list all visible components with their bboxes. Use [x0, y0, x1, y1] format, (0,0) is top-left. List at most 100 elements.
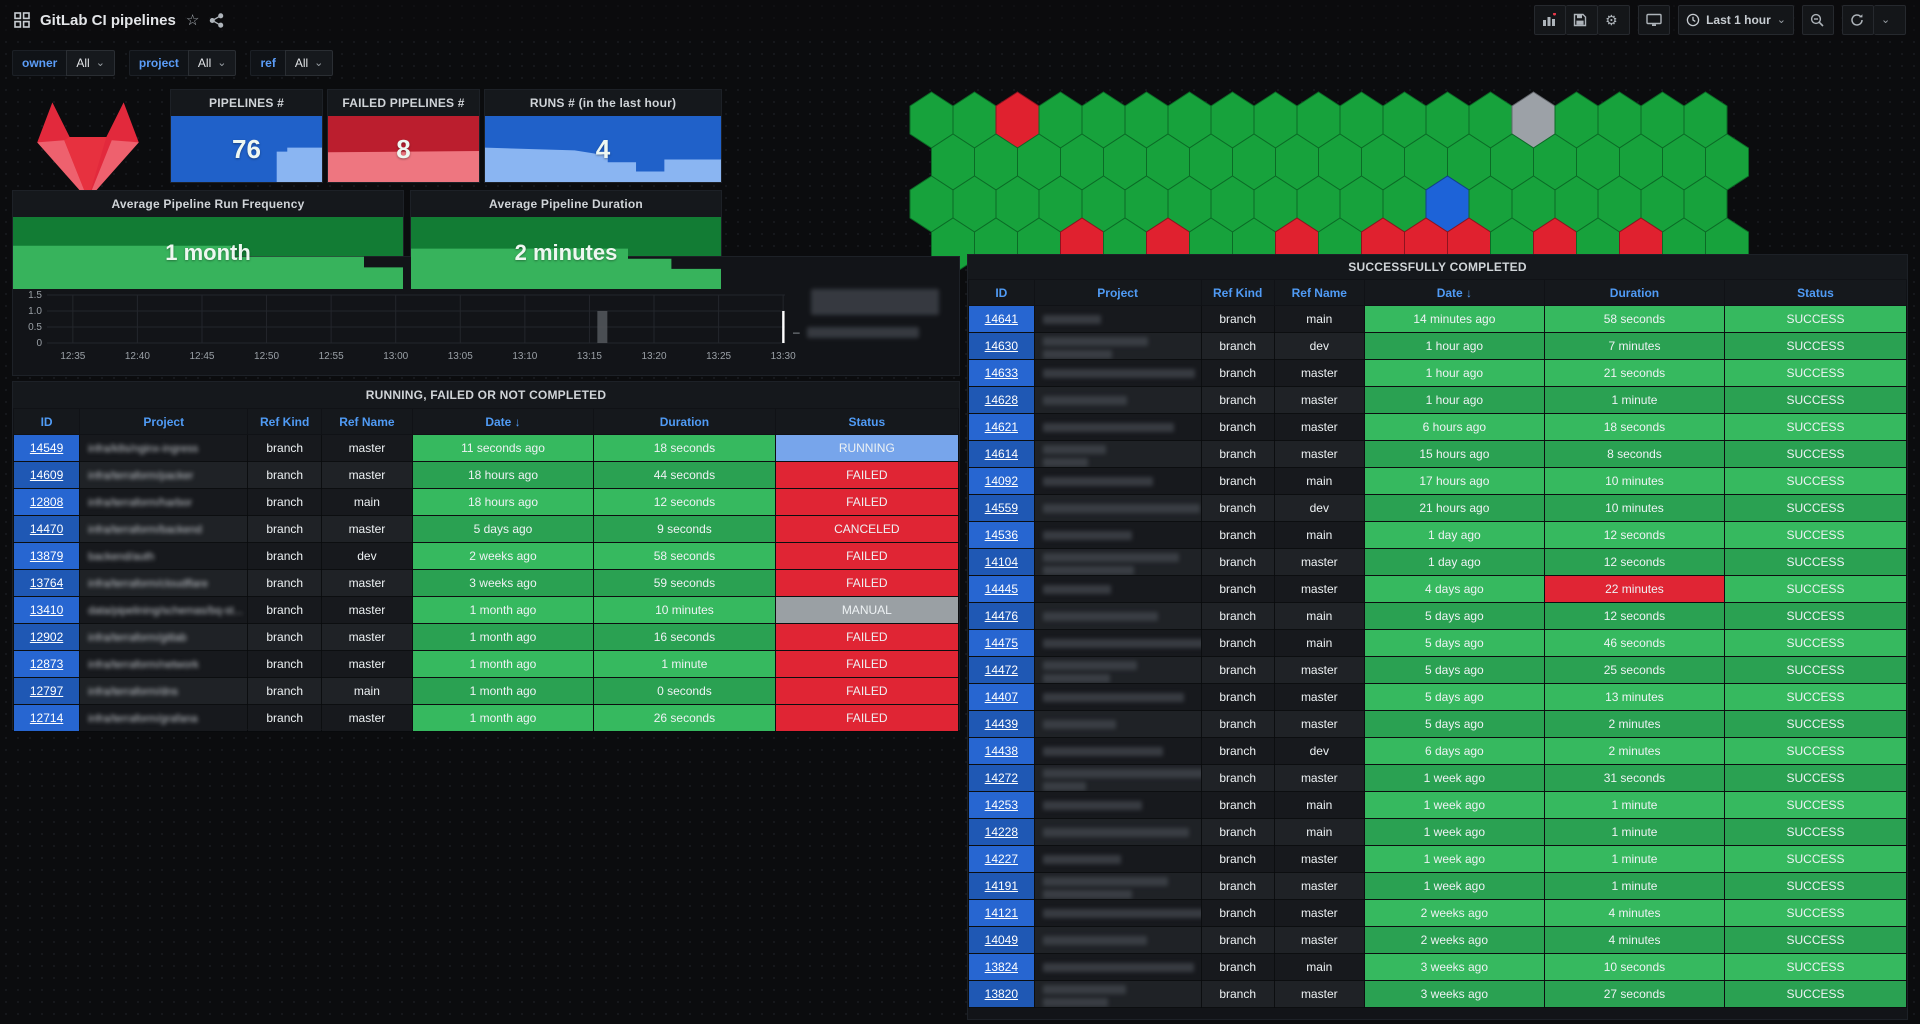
pipeline-id-link[interactable]: 13879 — [29, 549, 64, 563]
project-name: infra/terraform/network — [88, 659, 199, 671]
pipeline-id-link[interactable]: 13820 — [984, 987, 1019, 1001]
cell-ref-name: main — [321, 677, 413, 705]
pipeline-id-link[interactable]: 14609 — [29, 468, 64, 482]
col-header-date[interactable]: Date ↓ — [411, 408, 595, 435]
col-header-project[interactable]: Project — [1033, 279, 1202, 306]
pipeline-id-link[interactable]: 14628 — [984, 393, 1019, 407]
cell-id: 14475 — [968, 629, 1035, 657]
x-axis-tick: 12:40 — [125, 351, 150, 362]
cell-project — [1033, 521, 1202, 549]
clock-icon — [1686, 13, 1700, 27]
cell-project — [1033, 791, 1202, 819]
dashboards-grid-icon[interactable] — [14, 12, 30, 28]
cell-date: 1 month ago — [411, 677, 595, 705]
top-nav-bar: GitLab CI pipelines ☆ — [0, 0, 1920, 40]
pipeline-id-link[interactable]: 12873 — [29, 657, 64, 671]
pipeline-id-link[interactable]: 14438 — [984, 744, 1019, 758]
pipeline-id-link[interactable]: 14228 — [984, 825, 1019, 839]
pipeline-id-link[interactable]: 13824 — [984, 960, 1019, 974]
cell-ref-name: dev — [1273, 332, 1365, 360]
cell-ref-kind: branch — [1200, 548, 1275, 576]
pipeline-id-link[interactable]: 14104 — [984, 555, 1019, 569]
cell-ref-kind: branch — [1200, 494, 1275, 522]
pipeline-id-link[interactable]: 14475 — [984, 636, 1019, 650]
star-icon[interactable]: ☆ — [185, 11, 200, 29]
cell-status: SUCCESS — [1724, 710, 1907, 738]
pipeline-id-link[interactable]: 12714 — [29, 711, 64, 725]
refresh-interval-dropdown[interactable]: ⌄ — [1874, 5, 1906, 35]
col-header-ref-kind[interactable]: Ref Kind — [1200, 279, 1275, 306]
pipeline-id-link[interactable]: 14621 — [984, 420, 1019, 434]
pipeline-id-link[interactable]: 14191 — [984, 879, 1019, 893]
cell-id: 14407 — [968, 683, 1035, 711]
cell-project — [1033, 926, 1202, 954]
col-header-ref-name[interactable]: Ref Name — [1273, 279, 1365, 306]
cell-project — [1033, 683, 1202, 711]
col-header-duration[interactable]: Duration — [593, 408, 776, 435]
pipeline-id-link[interactable]: 14470 — [29, 522, 64, 536]
cell-ref-kind: branch — [1200, 872, 1275, 900]
pipeline-id-link[interactable]: 14536 — [984, 528, 1019, 542]
filter-ref-dropdown[interactable]: All ⌄ — [284, 50, 334, 76]
col-header-status[interactable]: Status — [1724, 279, 1907, 306]
filter-owner: owner All ⌄ — [12, 50, 115, 76]
cell-project — [1033, 467, 1202, 495]
col-header-ref-name[interactable]: Ref Name — [321, 408, 413, 435]
cell-date: 1 hour ago — [1363, 386, 1545, 414]
pipeline-id-link[interactable]: 14633 — [984, 366, 1019, 380]
pipeline-id-link[interactable]: 12902 — [29, 630, 64, 644]
cell-ref-kind: branch — [1200, 953, 1275, 981]
gear-icon: ⚙ — [1605, 12, 1618, 28]
cell-status: SUCCESS — [1724, 872, 1907, 900]
pipeline-id-link[interactable]: 14476 — [984, 609, 1019, 623]
add-panel-button[interactable] — [1534, 5, 1567, 35]
pipeline-id-link[interactable]: 13410 — [29, 603, 64, 617]
panel-title: Average Pipeline Duration — [411, 191, 721, 217]
pipeline-id-link[interactable]: 14472 — [984, 663, 1019, 677]
col-header-duration[interactable]: Duration — [1543, 279, 1726, 306]
col-header-id[interactable]: ID — [968, 279, 1035, 306]
col-header-ref-kind[interactable]: Ref Kind — [247, 408, 323, 435]
pipeline-id-link[interactable]: 14227 — [984, 852, 1019, 866]
cell-ref-kind: branch — [247, 461, 323, 489]
cell-date: 3 weeks ago — [1363, 953, 1545, 981]
pipeline-id-link[interactable]: 14630 — [984, 339, 1019, 353]
col-header-id[interactable]: ID — [12, 408, 81, 435]
pipeline-id-link[interactable]: 14092 — [984, 474, 1019, 488]
pipeline-id-link[interactable]: 14445 — [984, 582, 1019, 596]
time-range-picker[interactable]: Last 1 hour ⌄ — [1678, 5, 1794, 35]
pipeline-id-link[interactable]: 14439 — [984, 717, 1019, 731]
pipeline-id-link[interactable]: 14049 — [984, 933, 1019, 947]
filter-ref-label: ref — [250, 50, 285, 76]
pipeline-id-link[interactable]: 14559 — [984, 501, 1019, 515]
filter-project-dropdown[interactable]: All ⌄ — [187, 50, 237, 76]
cell-project: backend/auth — [79, 542, 249, 570]
pipeline-id-link[interactable]: 14641 — [984, 312, 1019, 326]
pipeline-runs-chart[interactable]: 1.5 1.0 0.5 0 12:35 12:40 12:45 12:50 12:55 13:00… — [13, 279, 959, 373]
pipeline-id-link[interactable]: 14614 — [984, 447, 1019, 461]
share-icon[interactable] — [209, 12, 224, 28]
cell-ref-name: main — [321, 488, 413, 516]
save-dashboard-button[interactable] — [1566, 5, 1599, 35]
project-name: infra/terraform/backend — [88, 524, 202, 536]
pipeline-id-link[interactable]: 14549 — [29, 441, 64, 455]
filter-owner-dropdown[interactable]: All ⌄ — [66, 50, 115, 76]
pipeline-id-link[interactable]: 14272 — [984, 771, 1019, 785]
pipeline-id-link[interactable]: 14253 — [984, 798, 1019, 812]
cell-duration: 10 minutes — [593, 596, 776, 624]
pipeline-id-link[interactable]: 14121 — [984, 906, 1019, 920]
table-row: 14559 branch dev 21 hours ago 10 minutes SUCC… — [968, 494, 1907, 522]
pipeline-id-link[interactable]: 12808 — [29, 495, 64, 509]
pipeline-id-link[interactable]: 13764 — [29, 576, 64, 590]
refresh-button[interactable] — [1842, 5, 1874, 35]
pipeline-id-link[interactable]: 12797 — [29, 684, 64, 698]
dashboard-settings-button[interactable]: ⚙ — [1598, 5, 1631, 35]
template-variable-filters: owner All ⌄ project All ⌄ ref All ⌄ — [12, 50, 334, 76]
cell-project: infra/terraform/network — [79, 650, 249, 678]
col-header-date[interactable]: Date ↓ — [1363, 279, 1545, 306]
pipeline-id-link[interactable]: 14407 — [984, 690, 1019, 704]
col-header-project[interactable]: Project — [79, 408, 249, 435]
kiosk-mode-button[interactable] — [1638, 5, 1671, 35]
col-header-status[interactable]: Status — [774, 408, 960, 435]
zoom-out-time-button[interactable] — [1802, 5, 1834, 35]
